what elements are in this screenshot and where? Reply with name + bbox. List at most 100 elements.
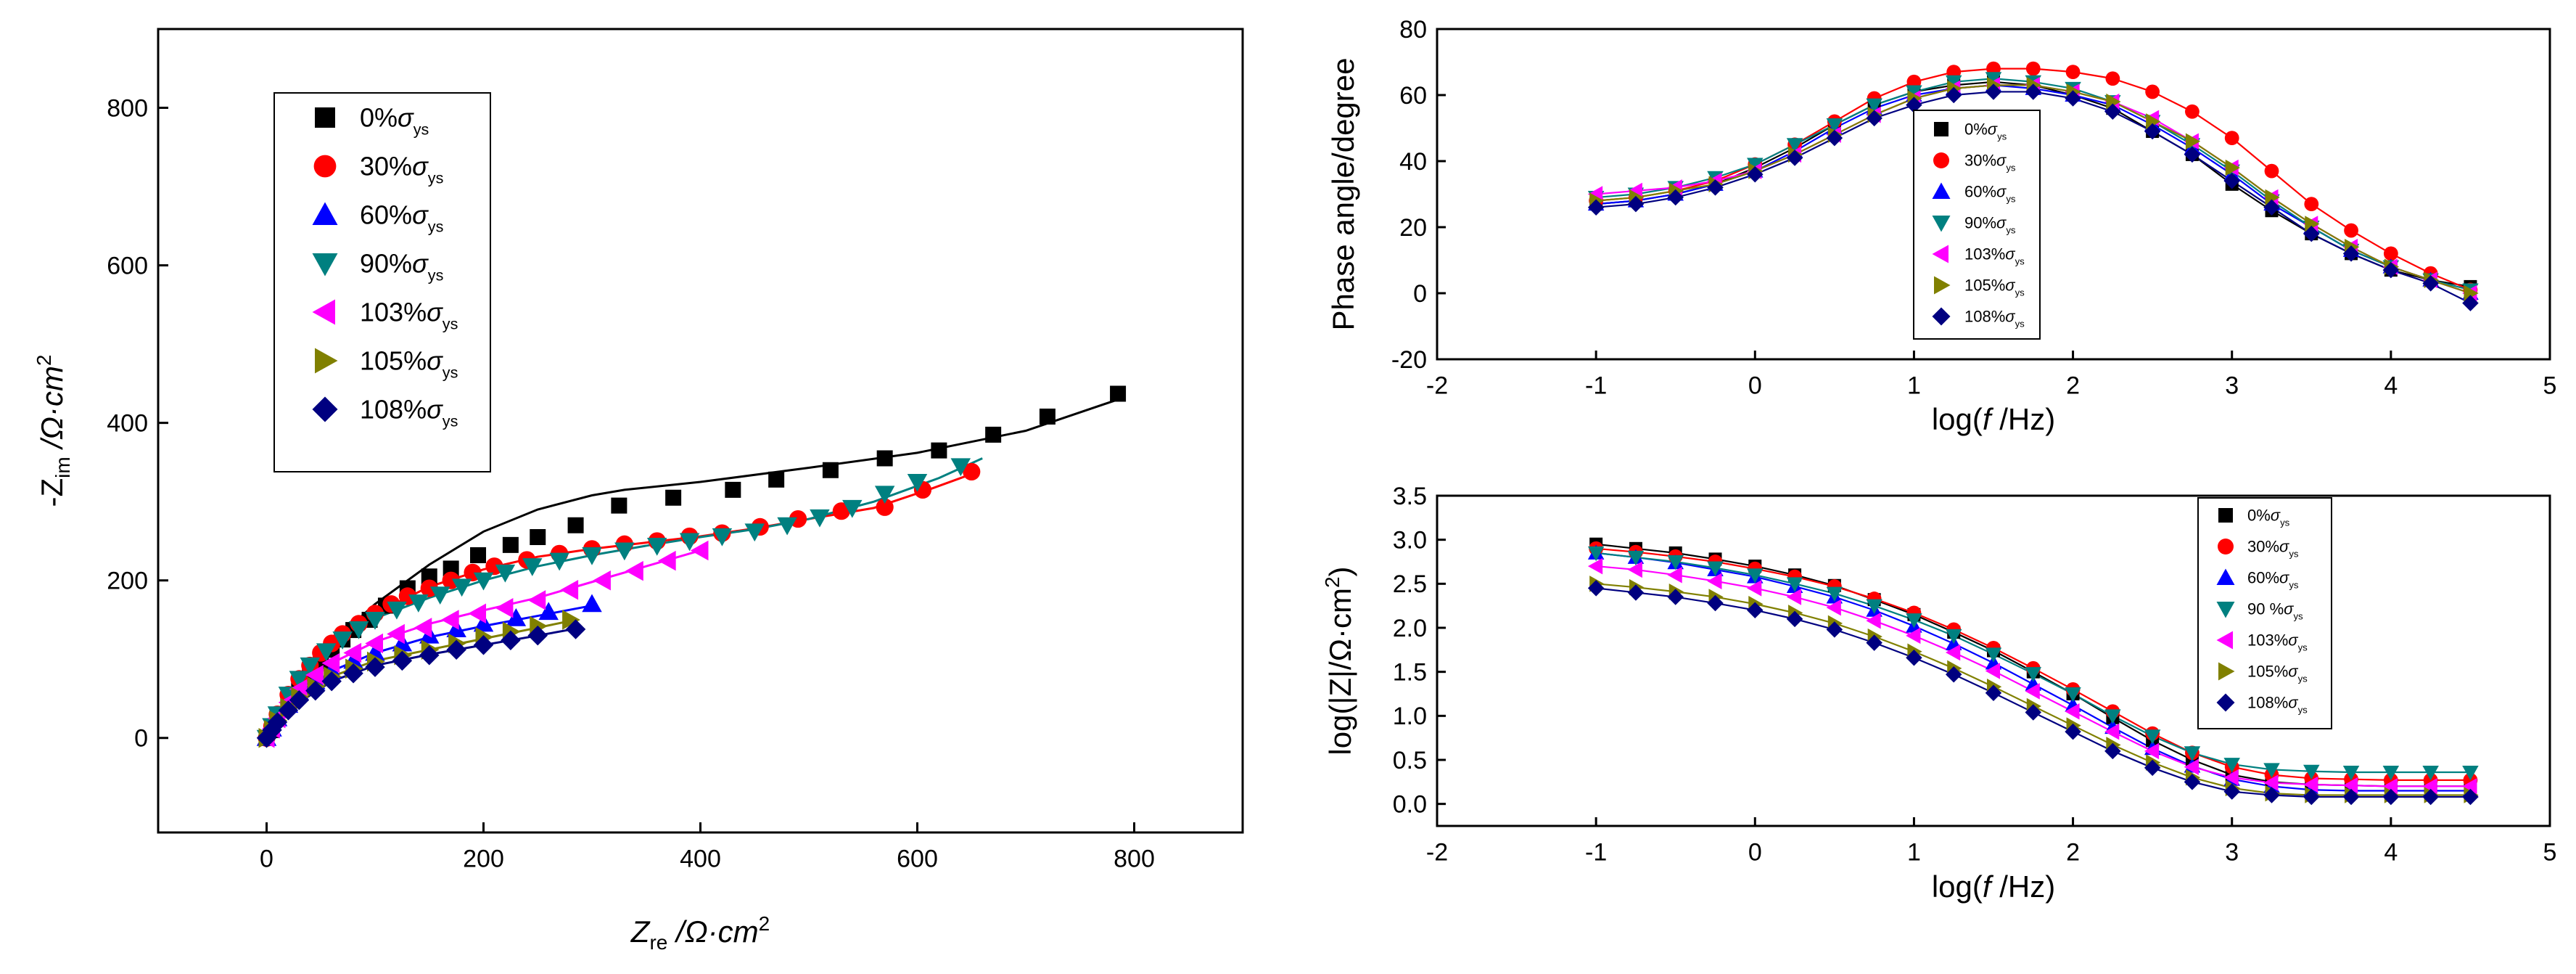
data-point-0pct	[822, 462, 839, 478]
data-point-108pct	[501, 630, 521, 650]
data-point-103pct	[2382, 778, 2398, 795]
data-point-0pct	[470, 547, 487, 563]
data-point-0pct	[985, 426, 1002, 443]
nyquist-chart-legend: 0%σys 30%σys 60%σys 90%σys 103%σys 105%σys 108…	[273, 92, 491, 472]
legend-label: 60%σys	[360, 200, 444, 236]
data-point-108pct	[1826, 129, 1843, 147]
y-tick-label: 80	[1399, 16, 1427, 44]
data-point-103pct	[413, 618, 432, 638]
data-point-108pct	[1587, 580, 1605, 597]
data-point-0pct	[725, 481, 741, 498]
data-point-105pct	[2225, 159, 2240, 176]
data-point-90pct	[907, 474, 928, 492]
legend-marker-60pct	[1932, 182, 1951, 199]
x-tick-label: 3	[2225, 372, 2239, 400]
data-point-103pct	[1786, 589, 1802, 605]
data-point-108pct	[343, 663, 363, 684]
data-point-0pct	[1039, 408, 1055, 425]
data-point-108pct	[1627, 584, 1645, 601]
data-point-103pct	[2184, 758, 2199, 775]
data-point-103pct	[657, 550, 676, 571]
data-point-90pct	[1866, 599, 1882, 614]
x-tick-label: 2	[2066, 372, 2080, 400]
data-point-103pct	[1707, 573, 1722, 589]
legend-label: 60%σys	[2247, 569, 2299, 591]
y-tick-label: 1.0	[1393, 703, 1427, 730]
data-point-90pct	[365, 611, 385, 630]
data-point-90pct	[2025, 667, 2042, 682]
y-tick-label: 2.5	[1393, 570, 1427, 598]
x-tick-label: 2	[2066, 839, 2080, 867]
x-tick-label: 4	[2384, 372, 2398, 400]
data-point-108pct	[2422, 275, 2439, 292]
y-tick-label: 400	[107, 410, 148, 438]
data-point-108pct	[2104, 742, 2121, 760]
bode-x-axis-title: log(f /Hz)	[1932, 869, 2055, 904]
x-tick-label: 400	[680, 846, 721, 873]
data-point-90pct	[810, 509, 830, 528]
data-point-103pct	[2303, 776, 2318, 793]
data-point-108pct	[365, 657, 385, 677]
legend-marker-0pct	[2218, 508, 2233, 523]
x-tick-label: -1	[1585, 839, 1607, 867]
data-point-108pct	[1747, 165, 1764, 183]
data-point-90pct	[300, 657, 321, 676]
data-point-108pct	[2025, 704, 2042, 721]
data-point-108pct	[2263, 787, 2280, 803]
data-point-30pct	[2105, 71, 2120, 86]
data-point-90pct	[429, 586, 450, 605]
legend-marker-105pct	[2218, 662, 2235, 681]
data-point-90pct	[1985, 72, 2002, 87]
data-point-90pct	[2223, 758, 2240, 773]
data-point-90pct	[1786, 138, 1803, 153]
data-point-90pct	[1985, 647, 2002, 663]
data-point-30pct	[2344, 223, 2358, 238]
x-tick-label: 600	[897, 846, 938, 873]
data-point-90pct	[874, 486, 895, 504]
data-point-108pct	[1627, 195, 1645, 213]
data-point-108pct	[2382, 788, 2400, 806]
legend-marker-0pct	[1934, 122, 1949, 136]
data-point-103pct	[2104, 723, 2120, 740]
data-point-108pct	[2065, 90, 2081, 107]
x-tick-label: 4	[2384, 839, 2398, 867]
data-point-30pct	[2383, 246, 2398, 261]
data-point-0pct	[567, 517, 584, 533]
data-point-108pct	[267, 712, 288, 732]
data-point-90pct	[1945, 629, 1962, 644]
data-point-108pct	[527, 625, 548, 646]
legend-label: 0%σys	[360, 103, 429, 139]
legend-marker-60pct	[312, 202, 338, 225]
data-point-0pct	[611, 497, 627, 514]
data-point-90pct	[348, 621, 369, 639]
data-point-108pct	[2303, 788, 2320, 806]
data-point-90pct	[1826, 586, 1843, 602]
data-point-108pct	[1906, 97, 1922, 113]
legend-marker-30pct	[1933, 152, 1949, 168]
legend-label: 0%σys	[2247, 507, 2290, 528]
data-point-103pct	[343, 642, 362, 663]
data-point-105pct	[562, 610, 580, 630]
bode-y-axis-title: log(|Z|/Ω·cm2)	[1321, 566, 1357, 755]
data-point-30pct	[2065, 65, 2081, 80]
x-tick-label: 5	[2543, 372, 2557, 400]
x-tick-label: -1	[1585, 372, 1607, 400]
data-point-90pct	[316, 643, 337, 662]
data-point-90pct	[2184, 746, 2201, 761]
data-point-108pct	[565, 619, 586, 639]
data-point-108pct	[1786, 150, 1803, 166]
data-point-90pct	[1667, 555, 1684, 570]
phase-chart-legend: 0%σys 30%σys 60%σys 90%σys 103%σys 105%σys 108…	[1913, 110, 2041, 340]
data-point-0pct	[1110, 385, 1127, 402]
phase-x-axis-title: log(f /Hz)	[1932, 402, 2055, 436]
data-point-108pct	[2462, 295, 2479, 311]
phase-y-axis-title: Phase angle/degree	[1326, 58, 1360, 331]
x-tick-label: -2	[1426, 372, 1448, 400]
y-tick-label: 1.5	[1393, 659, 1427, 687]
legend-label: 0%σys	[1964, 120, 2007, 142]
data-point-90pct	[451, 578, 472, 597]
data-point-105pct	[2106, 93, 2121, 110]
y-tick-label: 0	[1413, 280, 1427, 308]
legend-box	[1913, 110, 2041, 340]
data-point-0pct	[421, 568, 437, 585]
